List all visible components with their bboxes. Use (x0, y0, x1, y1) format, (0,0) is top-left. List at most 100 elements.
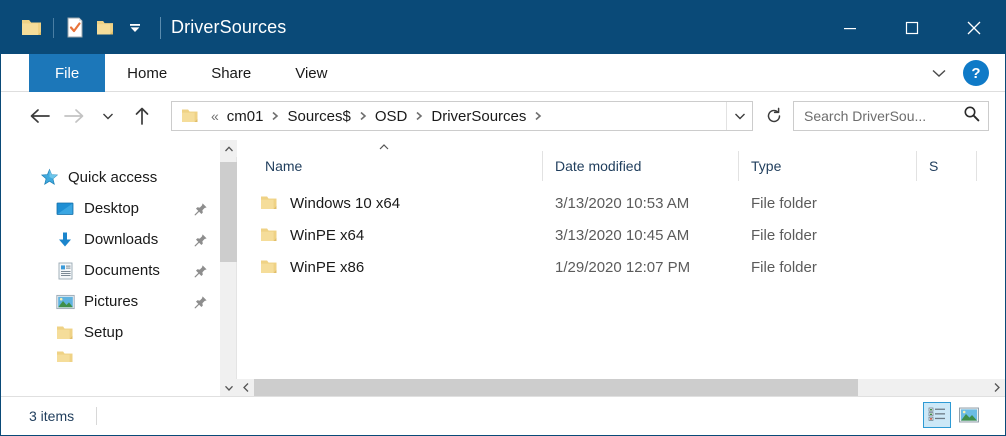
window-title: DriverSources (171, 17, 287, 37)
customize-dropdown-icon[interactable] (120, 13, 150, 43)
sidebar-item-quick-access[interactable]: Quick access (1, 162, 219, 193)
folder-icon[interactable] (17, 13, 47, 43)
navigation-pane: Quick access Desktop (1, 140, 219, 396)
sidebar-item-desktop[interactable]: Desktop (1, 193, 219, 224)
breadcrumb-item-osd[interactable]: OSD (374, 107, 408, 125)
maximize-button[interactable] (881, 1, 943, 54)
table-row[interactable]: WinPE x64 3/13/2020 10:45 AM File folder (237, 219, 1005, 251)
folder-icon (259, 225, 279, 245)
ribbon-tabs: File Home Share View ? (1, 54, 1005, 92)
cell-type: File folder (751, 258, 817, 276)
table-row[interactable]: WinPE x86 1/29/2020 12:07 PM File folder (237, 251, 1005, 283)
sidebar-item-label: Documents (84, 262, 160, 279)
sidebar-item-setup[interactable]: Setup (1, 317, 219, 348)
close-button[interactable] (943, 1, 1005, 54)
file-name: WinPE x64 (290, 226, 365, 244)
column-headers: Name Date modified Type S (237, 151, 1005, 181)
column-header-name[interactable]: Name (237, 151, 543, 181)
status-item-count: 3 items (29, 408, 75, 424)
breadcrumb-item-driversources[interactable]: DriverSources (431, 107, 527, 125)
refresh-icon[interactable] (761, 101, 787, 131)
breadcrumb-chevron-icon[interactable] (354, 111, 372, 121)
breadcrumb-folder-icon[interactable] (181, 108, 199, 124)
file-list-pane: Name Date modified Type S (237, 140, 1005, 396)
details-view-icon[interactable] (923, 402, 951, 428)
downloads-icon (55, 230, 75, 250)
documents-icon (55, 261, 75, 281)
folder-icon (259, 193, 279, 213)
sidebar-item-documents[interactable]: Documents (1, 255, 219, 286)
recent-locations-button[interactable] (91, 99, 125, 133)
sort-ascending-icon (377, 142, 391, 152)
folder-icon (259, 257, 279, 277)
file-list-horizontal-scrollbar[interactable] (237, 379, 1005, 396)
breadcrumb-item-cm01[interactable]: cm01 (226, 107, 264, 125)
folder-icon (55, 323, 75, 343)
desktop-icon (55, 199, 75, 219)
sidebar-item-label: Quick access (68, 169, 158, 186)
scrollbar-thumb[interactable] (220, 162, 237, 262)
status-separator (96, 407, 98, 425)
pin-icon[interactable] (193, 295, 209, 309)
pin-icon[interactable] (193, 264, 209, 278)
breadcrumb-chevron-icon[interactable] (529, 111, 547, 121)
tab-share[interactable]: Share (211, 64, 252, 82)
breadcrumb[interactable]: « cm01 Sources$ OSD DriverSources (171, 101, 753, 131)
chevron-down-icon[interactable] (925, 59, 953, 87)
search-input[interactable]: Search DriverSou... (793, 101, 989, 131)
scrollbar-track[interactable] (254, 379, 988, 396)
breadcrumb-item-sources[interactable]: Sources$ (287, 107, 351, 125)
column-header-date-modified[interactable]: Date modified (543, 151, 739, 181)
scroll-up-icon[interactable] (220, 140, 237, 157)
pane-splitter[interactable] (236, 140, 237, 396)
sidebar-item-label: Setup (84, 324, 124, 341)
search-icon[interactable] (963, 105, 980, 127)
tab-file[interactable]: File (29, 54, 106, 92)
file-name: Windows 10 x64 (290, 194, 401, 212)
nav-list: Quick access Desktop (1, 140, 219, 362)
help-icon[interactable]: ? (963, 60, 989, 86)
view-mode-buttons (923, 402, 983, 428)
sidebar-item-label: Pictures (84, 293, 139, 310)
new-folder-icon[interactable] (90, 13, 120, 43)
cell-name[interactable]: Windows 10 x64 (237, 187, 543, 219)
breadcrumb-chevron-icon[interactable] (410, 111, 428, 121)
back-button[interactable] (23, 99, 57, 133)
column-header-type[interactable]: Type (739, 151, 917, 181)
cell-date-modified: 3/13/2020 10:53 AM (555, 194, 690, 212)
sidebar-item-partial[interactable] (1, 348, 219, 362)
navpane-scrollbar[interactable] (219, 140, 237, 396)
tab-home[interactable]: Home (127, 64, 168, 82)
scroll-down-icon[interactable] (220, 379, 237, 396)
column-header-size[interactable]: S (917, 151, 977, 181)
scrollbar-thumb[interactable] (254, 379, 858, 396)
cell-name[interactable]: WinPE x64 (237, 219, 543, 251)
breadcrumb-dropdown-icon[interactable] (726, 102, 752, 130)
cell-type: File folder (751, 194, 817, 212)
status-bar: 3 items (1, 396, 1005, 435)
ribbon-right-controls: ? (925, 54, 997, 92)
main-area: Quick access Desktop (1, 140, 1005, 396)
sidebar-item-label: Desktop (84, 200, 140, 217)
cell-name[interactable]: WinPE x86 (237, 251, 543, 283)
properties-icon[interactable] (60, 13, 90, 43)
star-icon (39, 168, 59, 188)
pin-icon[interactable] (193, 233, 209, 247)
forward-button[interactable] (57, 99, 91, 133)
up-button[interactable] (125, 99, 159, 133)
scroll-left-icon[interactable] (237, 379, 254, 396)
sidebar-item-pictures[interactable]: Pictures (1, 286, 219, 317)
window-controls (819, 1, 1005, 54)
large-icons-view-icon[interactable] (955, 402, 983, 428)
pin-icon[interactable] (193, 202, 209, 216)
sidebar-item-downloads[interactable]: Downloads (1, 224, 219, 255)
table-row[interactable]: Windows 10 x64 3/13/2020 10:53 AM File f… (237, 187, 1005, 219)
qat-separator (53, 17, 54, 38)
breadcrumb-chevron-icon[interactable] (266, 111, 284, 121)
search-placeholder: Search DriverSou... (804, 108, 927, 124)
scroll-right-icon[interactable] (988, 379, 1005, 396)
breadcrumb-overflow[interactable]: « (211, 108, 219, 124)
tab-view[interactable]: View (295, 64, 328, 82)
minimize-button[interactable] (819, 1, 881, 54)
